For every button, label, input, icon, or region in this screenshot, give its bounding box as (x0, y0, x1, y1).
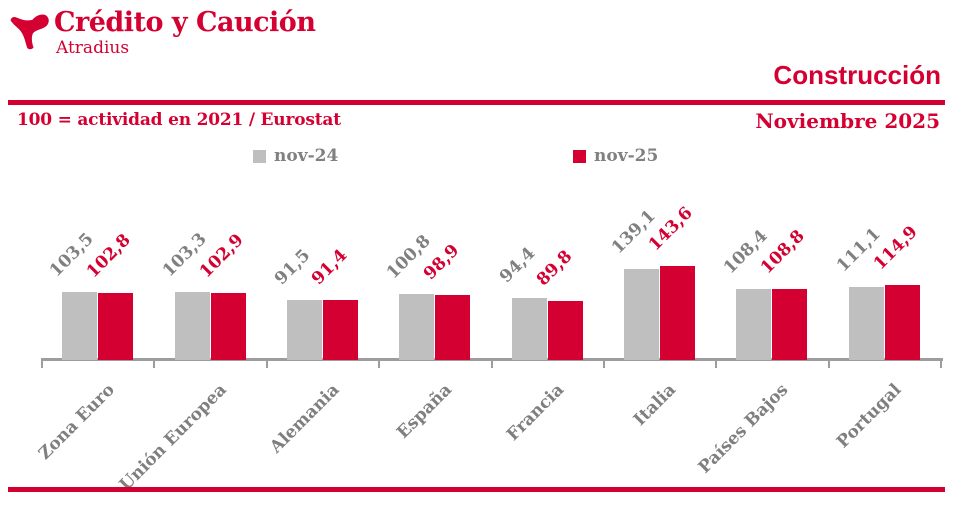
period-label: Noviembre 2025 (755, 109, 940, 133)
nov25-swatch-icon (573, 149, 586, 163)
value-label-nov-25-italia: 143,6 (644, 203, 697, 255)
bar-nov-24-portugal (848, 287, 884, 360)
axis-tick (602, 358, 605, 368)
legend-item-nov24: nov-24 (253, 146, 338, 166)
value-label-nov-25-portugal: 114,9 (869, 221, 922, 274)
bar-nov-25-union-europea (210, 292, 246, 360)
category-label-italia: Italia (630, 380, 681, 431)
category-label-paises-bajos: Países Bajos (694, 380, 793, 478)
bar-nov-24-francia (511, 298, 547, 360)
value-label-nov-24-portugal: 111,1 (832, 224, 885, 277)
bar-nov-24-zona-euro (62, 292, 98, 360)
brand-subname: Atradius (56, 38, 130, 58)
category-label-espana: España (392, 380, 456, 443)
top-divider (8, 100, 945, 105)
legend-item-nov25: nov-25 (573, 146, 658, 166)
value-label-nov-25-alemania: 91,4 (307, 245, 352, 290)
axis-tick (265, 358, 268, 368)
category-label-zona-euro: Zona Euro (34, 380, 119, 464)
brand-name: Crédito y Caución (54, 7, 316, 38)
axis-tick (153, 358, 156, 368)
axis-tick (490, 358, 493, 368)
x-axis-line (42, 358, 943, 361)
value-label-nov-24-francia: 94,4 (495, 243, 539, 288)
axis-tick (41, 358, 43, 368)
category-label-alemania: Alemania (265, 380, 344, 458)
nov24-swatch-icon (253, 149, 266, 163)
bar-nov-25-alemania (322, 300, 358, 360)
atradius-bird-icon (10, 14, 49, 50)
brand-logo: Crédito y Caución Atradius (10, 7, 316, 58)
axis-tick (378, 358, 381, 368)
legend-label-nov25: nov-25 (594, 146, 659, 166)
section-title: Construcción (773, 60, 941, 90)
axis-tick (827, 358, 830, 368)
category-label-portugal: Portugal (832, 380, 905, 453)
value-label-nov-25-francia: 89,8 (532, 246, 576, 291)
axis-tick (940, 358, 942, 368)
category-label-francia: Francia (502, 380, 568, 446)
index-base-note: 100 = actividad en 2021 / Eurostat (17, 110, 341, 130)
bar-nov-25-francia (547, 301, 583, 360)
bar-nov-24-paises-bajos (736, 288, 772, 360)
bar-nov-25-paises-bajos (772, 288, 808, 360)
bar-nov-24-alemania (286, 300, 322, 360)
bar-nov-25-portugal (884, 284, 920, 360)
bar-nov-24-espana (399, 293, 435, 360)
legend-label-nov24: nov-24 (274, 146, 339, 166)
bar-nov-25-zona-euro (98, 292, 134, 360)
bottom-divider (8, 487, 945, 492)
bar-nov-25-italia (660, 265, 696, 360)
axis-tick (715, 358, 718, 368)
value-label-nov-24-alemania: 91,5 (270, 245, 315, 290)
bar-nov-24-union-europea (174, 292, 210, 360)
bar-nov-25-espana (435, 295, 471, 360)
bar-nov-24-italia (624, 268, 660, 360)
category-label-union-europea: Unión Europea (115, 380, 231, 495)
